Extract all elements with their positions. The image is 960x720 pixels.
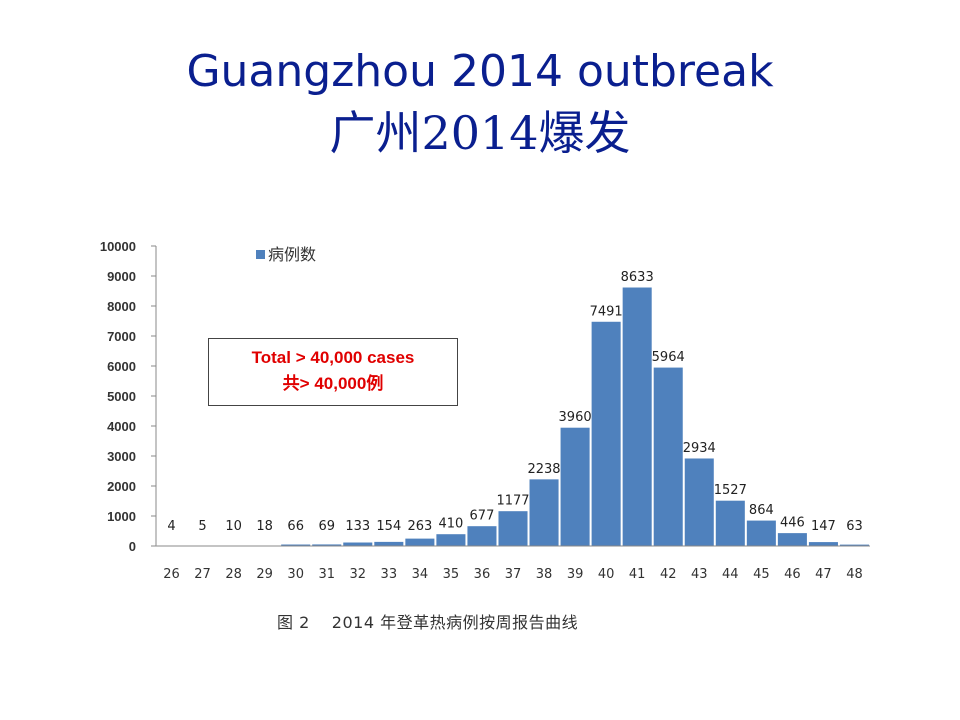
bar bbox=[466, 525, 498, 547]
data-label: 410 bbox=[438, 517, 463, 532]
y-tick-label: 10000 bbox=[100, 239, 136, 254]
x-tick-label: 27 bbox=[194, 567, 211, 582]
bar bbox=[497, 510, 529, 547]
data-label: 133 bbox=[345, 519, 370, 534]
data-label: 69 bbox=[318, 519, 335, 534]
x-tick-label: 37 bbox=[505, 567, 522, 582]
data-label: 66 bbox=[287, 519, 304, 534]
bar bbox=[745, 519, 777, 547]
x-tick-label: 36 bbox=[474, 567, 491, 582]
bar bbox=[683, 457, 715, 547]
x-tick-label: 44 bbox=[722, 567, 739, 582]
x-tick-label: 45 bbox=[753, 567, 770, 582]
y-tick-label: 3000 bbox=[107, 449, 136, 464]
data-label: 63 bbox=[846, 519, 863, 534]
x-tick-label: 34 bbox=[412, 567, 429, 582]
figure-caption-label: 图 2 bbox=[277, 613, 310, 632]
data-label: 1177 bbox=[496, 494, 529, 509]
x-tick-label: 35 bbox=[443, 567, 460, 582]
x-tick-label: 33 bbox=[381, 567, 398, 582]
data-label: 5 bbox=[198, 519, 206, 534]
figure-caption: 图 2 2014 年登革热病例按周报告曲线 bbox=[277, 609, 578, 633]
x-tick-label: 26 bbox=[163, 567, 180, 582]
legend-label: 病例数 bbox=[268, 245, 316, 264]
data-label: 10 bbox=[225, 519, 242, 534]
x-tick-label: 38 bbox=[536, 567, 553, 582]
bar bbox=[435, 533, 467, 547]
data-label: 5964 bbox=[652, 350, 685, 365]
x-tick-label: 29 bbox=[256, 567, 273, 582]
y-tick-label: 4000 bbox=[107, 419, 136, 434]
y-tick-label: 9000 bbox=[107, 269, 136, 284]
data-label: 2934 bbox=[683, 441, 716, 456]
data-label: 3960 bbox=[559, 410, 592, 425]
x-tick-label: 40 bbox=[598, 567, 615, 582]
data-label: 446 bbox=[780, 516, 805, 531]
x-tick-label: 41 bbox=[629, 567, 646, 582]
y-tick-label: 2000 bbox=[107, 479, 136, 494]
x-tick-label: 47 bbox=[815, 567, 832, 582]
bar bbox=[652, 366, 684, 547]
annotation-line-chinese: 共> 40,000例 bbox=[282, 374, 384, 393]
y-tick-label: 1000 bbox=[107, 509, 136, 524]
data-label: 1527 bbox=[714, 483, 747, 498]
bar bbox=[807, 541, 839, 547]
y-tick-label: 7000 bbox=[107, 329, 136, 344]
bar bbox=[373, 540, 405, 547]
x-tick-label: 42 bbox=[660, 567, 677, 582]
data-label: 263 bbox=[407, 519, 432, 534]
total-cases-annotation: Total > 40,000 cases 共> 40,000例 bbox=[208, 338, 458, 406]
x-tick-label: 39 bbox=[567, 567, 584, 582]
bar bbox=[590, 320, 622, 547]
x-tick-label: 28 bbox=[225, 567, 242, 582]
data-label: 7491 bbox=[590, 304, 623, 319]
data-label: 677 bbox=[470, 509, 495, 524]
x-tick-label: 48 bbox=[846, 567, 863, 582]
x-tick-label: 43 bbox=[691, 567, 708, 582]
y-tick-label: 5000 bbox=[107, 389, 136, 404]
x-tick-label: 46 bbox=[784, 567, 801, 582]
data-label: 8633 bbox=[621, 270, 654, 285]
y-tick-label: 8000 bbox=[107, 299, 136, 314]
data-label: 147 bbox=[811, 519, 836, 534]
data-label: 864 bbox=[749, 503, 774, 518]
y-tick-label: 0 bbox=[129, 539, 136, 554]
bar bbox=[776, 532, 808, 547]
bar bbox=[559, 426, 591, 547]
bar bbox=[528, 478, 560, 547]
bar bbox=[342, 541, 374, 547]
legend-swatch bbox=[256, 250, 265, 259]
data-label: 4 bbox=[167, 519, 175, 534]
data-label: 154 bbox=[376, 519, 401, 534]
x-tick-label: 30 bbox=[287, 567, 304, 582]
slide-title-chinese: 广州2014爆发 bbox=[329, 106, 631, 160]
figure-caption-text: 2014 年登革热病例按周报告曲线 bbox=[331, 613, 579, 632]
bar bbox=[404, 537, 436, 547]
y-tick-label: 6000 bbox=[107, 359, 136, 374]
data-label: 18 bbox=[256, 519, 273, 534]
data-label: 2238 bbox=[527, 462, 560, 477]
x-tick-label: 32 bbox=[350, 567, 367, 582]
x-tick-label: 31 bbox=[318, 567, 335, 582]
bar bbox=[714, 499, 746, 547]
annotation-line-english: Total > 40,000 cases bbox=[251, 348, 415, 367]
slide-title-english: Guangzhou 2014 outbreak bbox=[186, 46, 774, 97]
bar bbox=[621, 286, 653, 547]
